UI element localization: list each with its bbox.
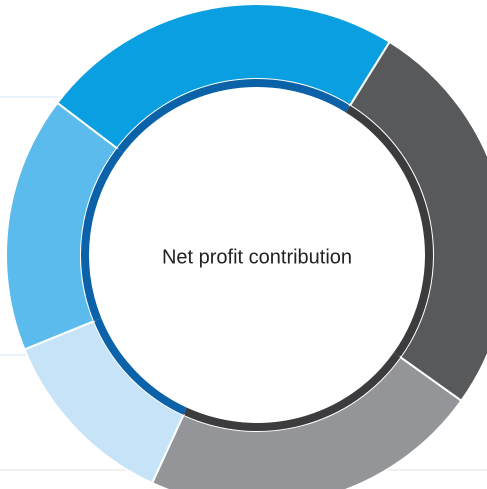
inner-ring [93,318,187,415]
slice [5,101,119,351]
slice [55,3,392,150]
inner-ring [183,352,401,431]
slices [5,3,487,489]
slice [348,40,487,403]
slice [23,319,185,485]
center-label: Net profit contribution [162,246,352,268]
inner-ring [80,148,124,322]
